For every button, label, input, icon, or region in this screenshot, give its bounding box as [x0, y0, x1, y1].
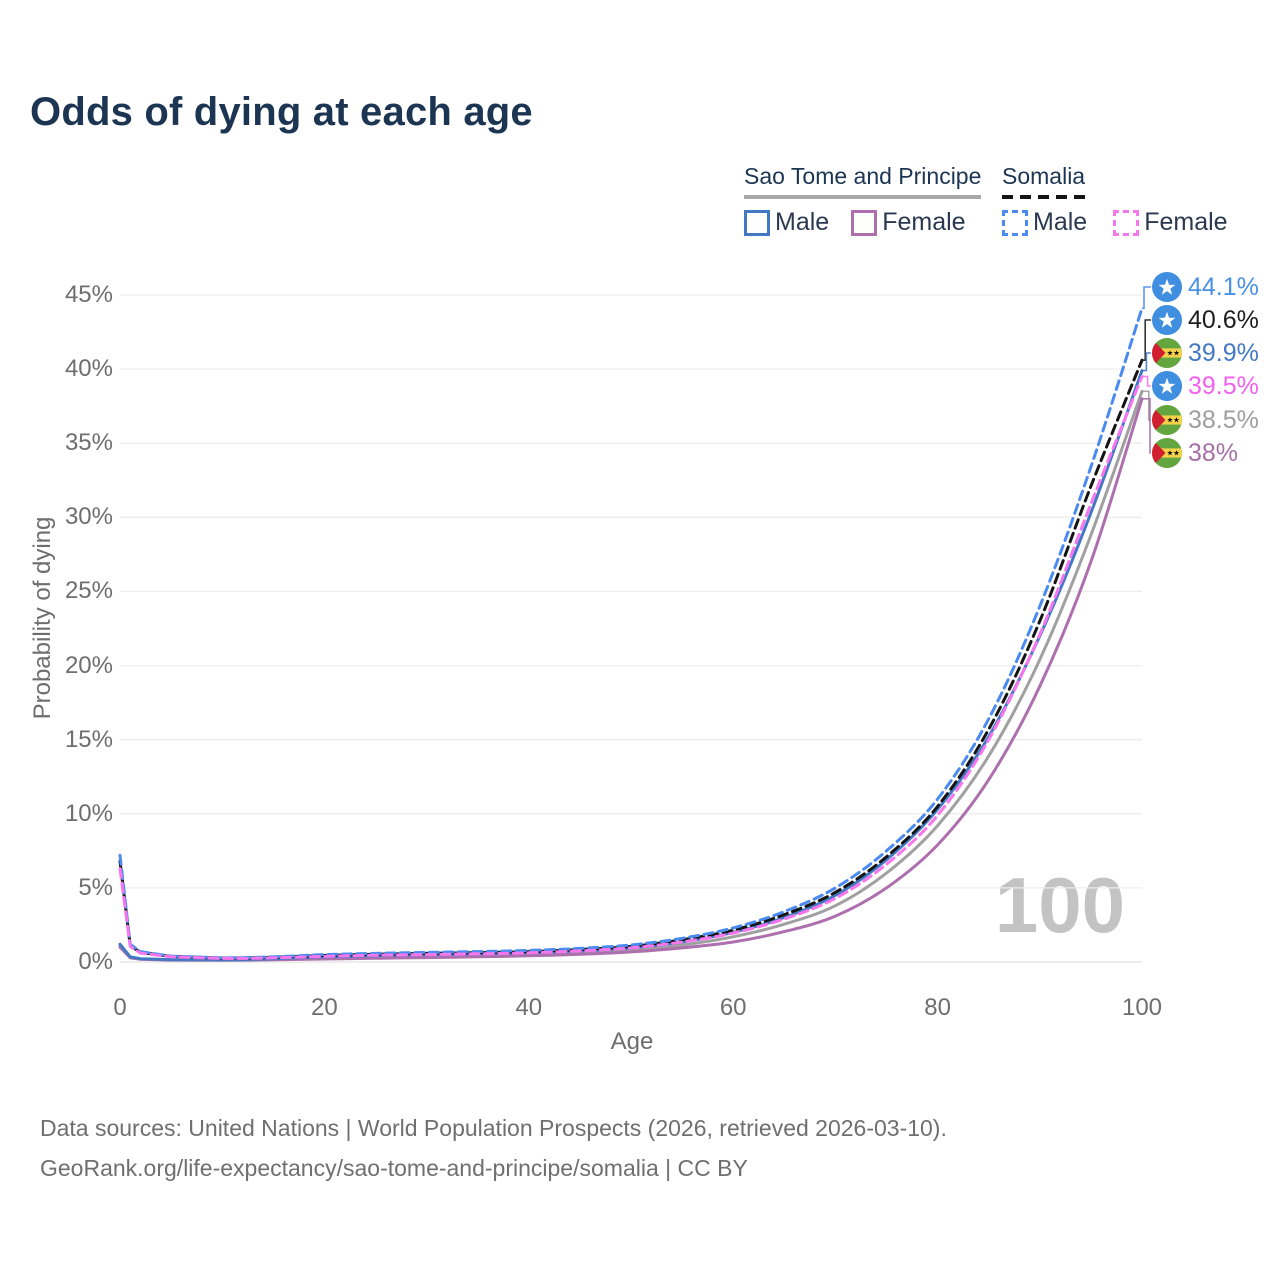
series-line-somalia-female[interactable] — [118, 375, 1144, 960]
sao-tome-and-principe-flag-icon — [1152, 338, 1182, 368]
end-label-connector — [1142, 375, 1151, 387]
legend-swatch-somalia-female[interactable] — [1113, 209, 1140, 236]
end-label-connector — [1142, 319, 1151, 361]
series-line-sao-tome-and-principe-both-sexes[interactable] — [118, 389, 1144, 962]
end-label-stp-male: 39.9% — [1152, 338, 1259, 368]
age-watermark: 100 — [994, 861, 1125, 949]
legend-country-label: Sao Tome and Principe — [744, 163, 982, 189]
legend-underline-solid — [744, 195, 982, 199]
y-axis-title: Probability of dying — [29, 516, 56, 720]
x-tick-100: 100 — [1121, 994, 1163, 1021]
x-tick-20: 20 — [311, 994, 338, 1021]
end-label-connector — [1142, 398, 1151, 454]
end-label-somalia-both: 40.6% — [1152, 305, 1259, 335]
legend-label-somalia-male[interactable]: Male — [1033, 208, 1088, 236]
y-tick-5%: 5% — [78, 873, 113, 901]
legend-country-somalia[interactable]: Somalia — [1002, 163, 1086, 199]
x-axis-title: Age — [610, 1028, 654, 1055]
y-tick-20%: 20% — [64, 651, 113, 679]
end-label-stp-both: 38.5% — [1152, 405, 1259, 435]
sao-tome-and-principe-flag-icon — [1152, 405, 1182, 435]
series-line-somalia-both-sexes[interactable] — [118, 358, 1144, 960]
end-label-stp-female: 38% — [1152, 438, 1238, 468]
y-tick-10%: 10% — [64, 799, 113, 827]
y-tick-30%: 30% — [64, 503, 113, 531]
x-tick-0: 0 — [113, 994, 127, 1021]
legend-label-stp-female[interactable]: Female — [882, 208, 966, 236]
somalia-flag-icon — [1152, 272, 1182, 302]
y-tick-35%: 35% — [64, 429, 113, 457]
footer-url: GeoRank.org/life-expectancy/sao-tome-and… — [40, 1155, 748, 1182]
y-tick-45%: 45% — [64, 281, 113, 308]
end-label-value: 38.5% — [1188, 405, 1259, 434]
end-label-value: 40.6% — [1188, 305, 1259, 334]
legend-swatch-stp-female[interactable] — [851, 209, 878, 236]
end-label-connector — [1142, 352, 1151, 372]
y-tick-40%: 40% — [64, 355, 113, 383]
series-line-somalia-male[interactable] — [118, 306, 1144, 960]
footer: Data sources: United Nations | World Pop… — [40, 1108, 947, 1189]
sao-tome-and-principe-flag-icon — [1152, 438, 1182, 468]
end-label-value: 44.1% — [1188, 272, 1259, 301]
legend-underline-dashed — [1002, 195, 1086, 199]
x-tick-60: 60 — [719, 994, 747, 1021]
y-tick-0%: 0% — [78, 948, 113, 975]
y-tick-25%: 25% — [64, 577, 113, 605]
legend-label-somalia-female[interactable]: Female — [1144, 208, 1228, 236]
page-title: Odds of dying at each age — [30, 90, 533, 134]
legend-group-somalia: Somalia Male Female — [1002, 163, 1228, 237]
legend-swatch-stp-male[interactable] — [744, 209, 770, 236]
x-tick-80: 80 — [924, 994, 951, 1021]
legend-country-sao-tome-and-principe[interactable]: Sao Tome and Principe — [744, 163, 982, 199]
end-label-somalia-male: 44.1% — [1152, 272, 1259, 302]
legend-swatch-somalia-male[interactable] — [1002, 209, 1028, 236]
legend-country-label: Somalia — [1002, 163, 1086, 189]
x-tick-40: 40 — [515, 994, 543, 1021]
footer-sources: Data sources: United Nations | World Pop… — [40, 1115, 947, 1141]
legend-label-stp-male[interactable]: Male — [775, 208, 830, 236]
series-line-sao-tome-and-principe-female[interactable] — [118, 397, 1144, 962]
end-label-value: 38% — [1188, 438, 1239, 467]
end-label-somalia-female: 39.5% — [1152, 371, 1259, 401]
legend-group-sao-tome-and-principe: Sao Tome and Principe Male Female — [744, 163, 982, 237]
end-label-value: 39.9% — [1188, 338, 1259, 367]
y-tick-15%: 15% — [64, 725, 113, 753]
somalia-flag-icon — [1152, 305, 1182, 335]
somalia-flag-icon — [1152, 371, 1182, 401]
end-label-connector — [1142, 286, 1151, 310]
end-label-value: 39.5% — [1188, 371, 1259, 400]
